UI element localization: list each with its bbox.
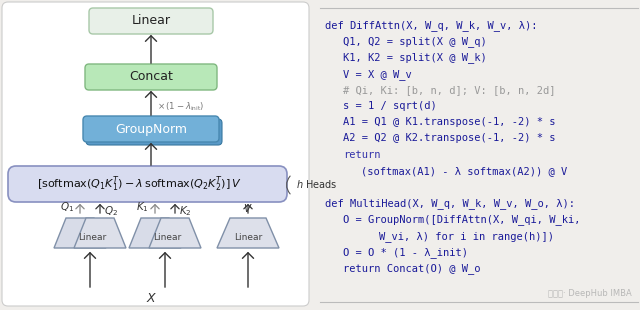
Text: $h$ Heads: $h$ Heads xyxy=(296,178,337,190)
Text: (softmax(A1) - λ softmax(A2)) @ V: (softmax(A1) - λ softmax(A2)) @ V xyxy=(361,166,567,176)
Text: $Q_1$: $Q_1$ xyxy=(60,200,74,214)
Text: $X$: $X$ xyxy=(147,291,157,304)
Text: Linear: Linear xyxy=(234,232,262,241)
Text: def DiffAttn(X, W_q, W_k, W_v, λ):: def DiffAttn(X, W_q, W_k, W_v, λ): xyxy=(325,20,538,31)
Text: return: return xyxy=(343,150,381,160)
Text: return Concat(O) @ W_o: return Concat(O) @ W_o xyxy=(343,263,481,274)
Text: V = X @ W_v: V = X @ W_v xyxy=(343,69,412,79)
Text: $Q_2$: $Q_2$ xyxy=(104,204,118,218)
Text: def MultiHead(X, W_q, W_k, W_v, W_o, λ):: def MultiHead(X, W_q, W_k, W_v, W_o, λ): xyxy=(325,198,575,209)
Text: Linear: Linear xyxy=(78,232,106,241)
Text: $[\mathrm{softmax}(Q_1K_1^T)-\lambda\,\mathrm{softmax}(Q_2K_2^T)]\,V$: $[\mathrm{softmax}(Q_1K_1^T)-\lambda\,\m… xyxy=(37,174,242,194)
Polygon shape xyxy=(217,218,279,248)
Polygon shape xyxy=(74,218,126,248)
Text: Linear: Linear xyxy=(153,232,181,241)
Text: Linear: Linear xyxy=(131,15,170,28)
Text: W_vi, λ) for i in range(h)]): W_vi, λ) for i in range(h)]) xyxy=(379,231,554,241)
Text: # Qi, Ki: [b, n, d]; V: [b, n, 2d]: # Qi, Ki: [b, n, d]; V: [b, n, 2d] xyxy=(343,85,556,95)
Text: $\times\,(1-\lambda_{\mathrm{init}})$: $\times\,(1-\lambda_{\mathrm{init}})$ xyxy=(157,101,205,113)
Text: GroupNorm: GroupNorm xyxy=(115,122,187,135)
Polygon shape xyxy=(129,218,181,248)
Polygon shape xyxy=(54,218,106,248)
Text: A1 = Q1 @ K1.transpose(-1, -2) * s: A1 = Q1 @ K1.transpose(-1, -2) * s xyxy=(343,117,556,127)
Text: $V$: $V$ xyxy=(243,202,253,214)
Text: K1, K2 = split(X @ W_k): K1, K2 = split(X @ W_k) xyxy=(343,52,487,63)
Text: O = GroupNorm([DiffAttn(X, W_qi, W_ki,: O = GroupNorm([DiffAttn(X, W_qi, W_ki, xyxy=(343,215,580,225)
Text: s = 1 / sqrt(d): s = 1 / sqrt(d) xyxy=(343,101,436,111)
Text: O = O * (1 - λ_init): O = O * (1 - λ_init) xyxy=(343,247,468,258)
FancyBboxPatch shape xyxy=(89,8,213,34)
Text: 公众号· DeepHub IMBA: 公众号· DeepHub IMBA xyxy=(548,289,632,298)
FancyBboxPatch shape xyxy=(85,64,217,90)
Text: $K_1$: $K_1$ xyxy=(136,200,149,214)
FancyBboxPatch shape xyxy=(86,119,222,145)
FancyBboxPatch shape xyxy=(2,2,309,306)
Text: Concat: Concat xyxy=(129,70,173,83)
Polygon shape xyxy=(149,218,201,248)
Text: Q1, Q2 = split(X @ W_q): Q1, Q2 = split(X @ W_q) xyxy=(343,36,487,47)
FancyBboxPatch shape xyxy=(83,116,219,142)
Text: $K_2$: $K_2$ xyxy=(179,204,191,218)
FancyBboxPatch shape xyxy=(8,166,287,202)
Text: A2 = Q2 @ K2.transpose(-1, -2) * s: A2 = Q2 @ K2.transpose(-1, -2) * s xyxy=(343,133,556,144)
